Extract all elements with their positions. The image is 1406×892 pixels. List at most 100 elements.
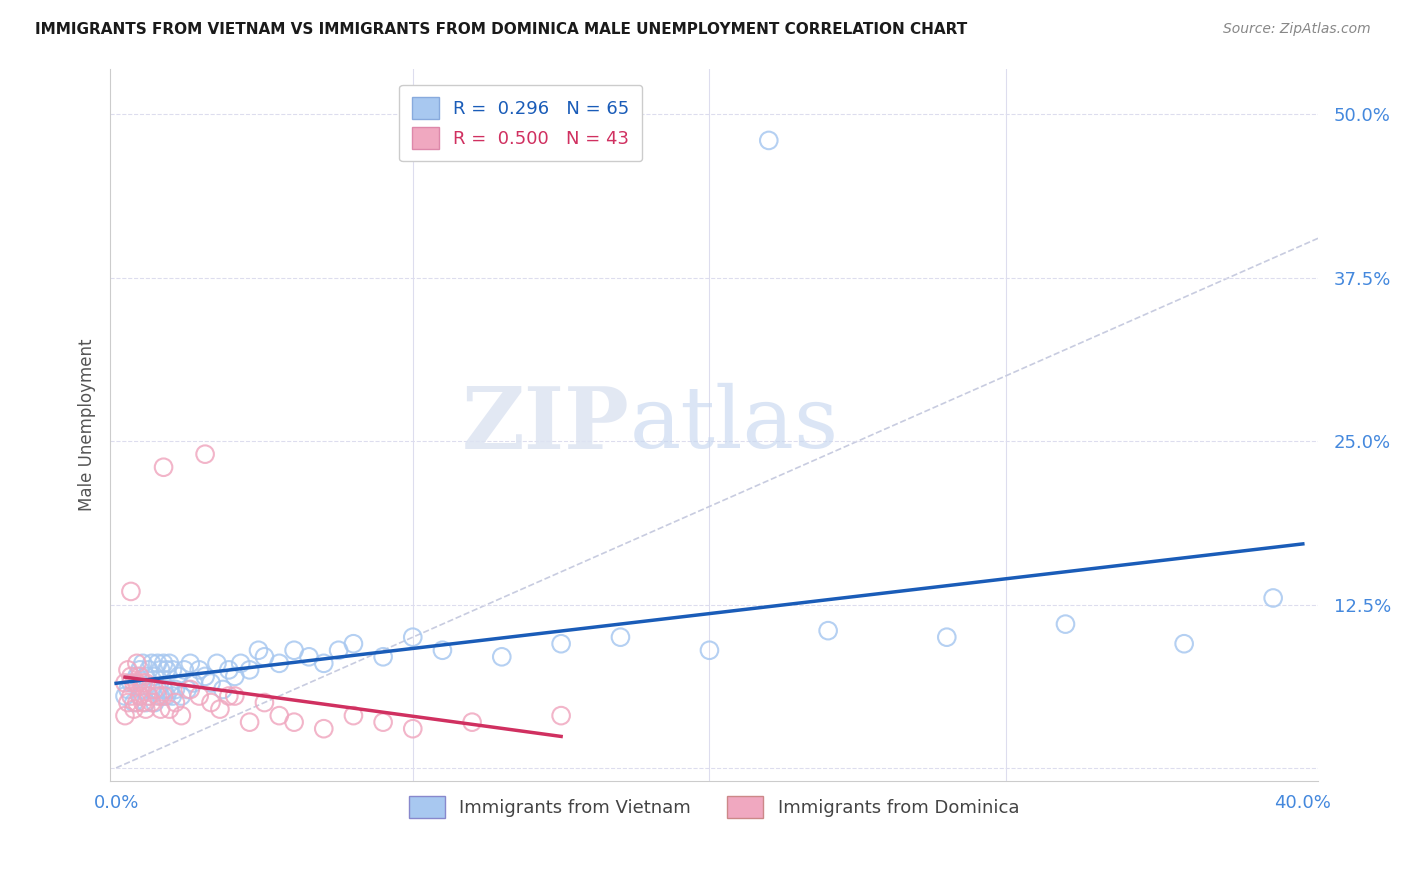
Point: [699, 643, 721, 657]
Point: [120, 689, 142, 703]
Point: [1263, 591, 1285, 605]
Point: [155, 663, 177, 677]
Point: [205, 657, 228, 671]
Point: [200, 696, 222, 710]
Point: [114, 689, 136, 703]
Point: [149, 689, 172, 703]
Point: [152, 460, 174, 475]
Point: [135, 669, 157, 683]
Point: [146, 682, 169, 697]
Point: [138, 663, 160, 677]
Point: [135, 702, 157, 716]
Point: [173, 663, 195, 677]
Point: [758, 133, 780, 147]
Point: [149, 702, 172, 716]
Point: [371, 649, 394, 664]
Point: [128, 689, 150, 703]
Point: [122, 696, 145, 710]
Point: [132, 676, 155, 690]
Point: [152, 682, 174, 697]
Point: [132, 657, 155, 671]
Point: [188, 689, 211, 703]
Point: [218, 663, 240, 677]
Point: [138, 689, 160, 703]
Point: [188, 663, 211, 677]
Point: [159, 702, 181, 716]
Point: [114, 676, 136, 690]
Point: [312, 657, 335, 671]
Point: [342, 708, 364, 723]
Point: [550, 637, 572, 651]
Point: [218, 689, 240, 703]
Point: [141, 696, 163, 710]
Point: [312, 722, 335, 736]
Point: [224, 689, 246, 703]
Point: [165, 696, 187, 710]
Point: [269, 708, 291, 723]
Point: [162, 689, 184, 703]
Point: [125, 696, 148, 710]
Point: [122, 702, 145, 716]
Point: [159, 682, 181, 697]
Point: [181, 676, 204, 690]
Point: [212, 682, 235, 697]
Point: [817, 624, 839, 638]
Point: [208, 702, 231, 716]
Point: [120, 669, 142, 683]
Point: [283, 715, 305, 730]
Point: [200, 676, 222, 690]
Point: [128, 669, 150, 683]
Point: [143, 682, 166, 697]
Point: [149, 663, 172, 677]
Point: [176, 682, 198, 697]
Point: [491, 649, 513, 664]
Point: [117, 682, 139, 697]
Point: [141, 682, 163, 697]
Point: [146, 689, 169, 703]
Point: [298, 649, 321, 664]
Point: [194, 669, 217, 683]
Point: [114, 708, 136, 723]
Point: [143, 696, 166, 710]
Point: [141, 657, 163, 671]
Point: [194, 447, 217, 461]
Point: [224, 669, 246, 683]
Point: [167, 669, 190, 683]
Point: [342, 637, 364, 651]
Point: [159, 657, 181, 671]
Text: atlas: atlas: [630, 384, 838, 467]
Point: [461, 715, 484, 730]
Point: [328, 643, 350, 657]
Point: [170, 689, 193, 703]
Point: [432, 643, 454, 657]
Legend: Immigrants from Vietnam, Immigrants from Dominica: Immigrants from Vietnam, Immigrants from…: [402, 789, 1026, 825]
Point: [269, 657, 291, 671]
Point: [125, 676, 148, 690]
Point: [371, 715, 394, 730]
Point: [179, 657, 201, 671]
Point: [135, 676, 157, 690]
Point: [179, 682, 201, 697]
Point: [128, 689, 150, 703]
Point: [283, 643, 305, 657]
Point: [128, 663, 150, 677]
Point: [122, 676, 145, 690]
Point: [162, 663, 184, 677]
Text: ZIP: ZIP: [461, 383, 630, 467]
Point: [402, 722, 425, 736]
Point: [138, 689, 160, 703]
Text: Source: ZipAtlas.com: Source: ZipAtlas.com: [1223, 22, 1371, 37]
Text: IMMIGRANTS FROM VIETNAM VS IMMIGRANTS FROM DOMINICA MALE UNEMPLOYMENT CORRELATIO: IMMIGRANTS FROM VIETNAM VS IMMIGRANTS FR…: [35, 22, 967, 37]
Y-axis label: Male Unemployment: Male Unemployment: [79, 338, 96, 511]
Point: [239, 663, 262, 677]
Point: [125, 657, 148, 671]
Point: [132, 696, 155, 710]
Point: [170, 708, 193, 723]
Point: [550, 708, 572, 723]
Point: [117, 663, 139, 677]
Point: [253, 696, 276, 710]
Point: [120, 676, 142, 690]
Point: [117, 696, 139, 710]
Point: [1054, 617, 1077, 632]
Point: [155, 689, 177, 703]
